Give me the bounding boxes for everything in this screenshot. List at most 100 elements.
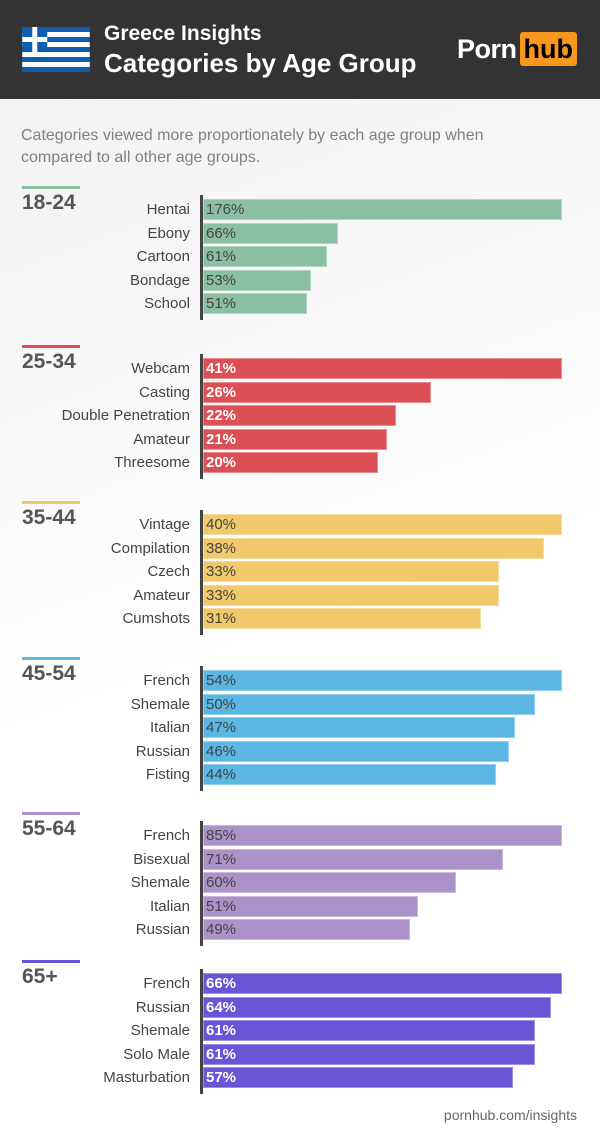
category-label: Ebony	[147, 224, 190, 242]
bar-row: Russian 49%	[0, 919, 600, 940]
bar	[203, 514, 562, 535]
category-label: Masturbation	[103, 1069, 190, 1086]
bar-row: Czech 33%	[0, 561, 600, 582]
category-label: Threesome	[114, 454, 190, 471]
value-label: 50%	[206, 695, 237, 713]
bar	[203, 584, 500, 606]
bar-row: Italian 47%	[0, 717, 600, 738]
bar	[203, 405, 396, 426]
category-label: Italian	[149, 719, 190, 736]
category-label: Webcam	[131, 360, 190, 377]
value-label: 61%	[206, 1045, 237, 1063]
bar-row: Hentai 176%	[0, 199, 600, 220]
value-label: 64%	[206, 998, 237, 1016]
category-label: Cartoon	[136, 248, 190, 265]
value-label: 51%	[206, 897, 237, 915]
bar	[203, 973, 562, 994]
bar	[203, 670, 562, 691]
bar	[203, 919, 410, 940]
value-label: 49%	[206, 921, 237, 938]
category-label: Russian	[135, 998, 190, 1016]
bar-row: Russian 46%	[0, 740, 600, 762]
category-label: Bisexual	[133, 850, 190, 868]
category-label: Shemale	[130, 695, 190, 713]
pornhub-logo: Porn hub	[457, 32, 577, 66]
bar-row: Amateur 33%	[0, 584, 600, 606]
axis-line	[200, 969, 203, 1094]
bar-row: Threesome 20%	[0, 452, 600, 473]
bar-row: Shemale 50%	[0, 693, 600, 715]
category-label: Russian	[135, 921, 190, 938]
bar	[203, 1043, 535, 1065]
axis-line	[200, 666, 203, 791]
value-label: 38%	[206, 539, 237, 557]
value-label: 47%	[206, 719, 237, 736]
category-label: Bondage	[129, 271, 190, 289]
category-label: Hentai	[146, 201, 190, 218]
bar-row: Cumshots 31%	[0, 608, 600, 629]
category-label: Amateur	[133, 430, 190, 448]
bar-row: Ebony 66%	[0, 222, 600, 244]
group-accent-line	[22, 186, 80, 189]
bar	[203, 358, 562, 379]
bar-row: Italian 51%	[0, 895, 600, 917]
category-label: French	[143, 827, 190, 844]
category-label: Fisting	[145, 766, 190, 783]
header-subtitle: Categories by Age Group	[104, 48, 417, 78]
value-label: 33%	[206, 586, 237, 604]
bar	[203, 996, 552, 1018]
value-label: 44%	[206, 766, 237, 783]
category-label: Cumshots	[122, 610, 190, 627]
bar-row: Webcam 41%	[0, 358, 600, 379]
footer-url: pornhub.com/insights	[443, 1107, 577, 1123]
value-label: 31%	[206, 610, 237, 627]
value-label: 40%	[206, 516, 237, 533]
bar	[203, 740, 509, 762]
category-label: Shemale	[130, 874, 190, 891]
bar-row: Bisexual 71%	[0, 848, 600, 870]
bar	[203, 537, 545, 559]
age-group-45-54: 45-54 French 54% Shemale 50% Italian 47% Russia…	[0, 657, 600, 797]
age-group-25-34: 25-34 Webcam 41% Casting 26% Double Penetrati…	[0, 345, 600, 485]
group-accent-line	[22, 657, 80, 660]
group-accent-line	[22, 812, 80, 815]
category-label: Czech	[147, 563, 190, 580]
logo-text-porn: Porn	[457, 33, 517, 64]
value-label: 53%	[206, 271, 237, 289]
age-group-65plus: 65+ French 66% Russian 64% Shemale 61% Solo Mal…	[0, 960, 600, 1100]
value-label: 33%	[206, 563, 237, 580]
bar-row: Fisting 44%	[0, 764, 600, 785]
greece-flag-icon	[22, 27, 90, 72]
value-label: 66%	[206, 224, 237, 242]
value-label: 57%	[206, 1069, 237, 1086]
category-label: Solo Male	[123, 1045, 190, 1063]
bar	[203, 693, 536, 715]
axis-line	[200, 821, 203, 946]
bar	[203, 222, 338, 244]
bar-row: Cartoon 61%	[0, 246, 600, 267]
bar	[203, 1020, 535, 1041]
group-label: 18-24	[22, 191, 76, 214]
category-label: Amateur	[133, 586, 190, 604]
bar	[203, 381, 431, 403]
category-label: French	[143, 672, 190, 689]
group-label: 35-44	[22, 506, 76, 529]
bar-row: Compilation 38%	[0, 537, 600, 559]
value-label: 21%	[206, 430, 237, 448]
bar	[203, 199, 562, 220]
bar-row: Casting 26%	[0, 381, 600, 403]
category-label: School	[144, 295, 190, 312]
group-accent-line	[22, 501, 80, 504]
value-label: 71%	[206, 850, 237, 868]
bar-row: Bondage 53%	[0, 269, 600, 291]
category-label: Double Penetration	[61, 407, 190, 424]
bar-row: French 66%	[0, 973, 600, 994]
value-label: 51%	[206, 295, 237, 312]
bar	[203, 269, 312, 291]
bar	[203, 825, 562, 846]
bar	[203, 848, 503, 870]
bar	[203, 1067, 514, 1088]
bar	[203, 452, 379, 473]
value-label: 176%	[206, 201, 245, 218]
header: Greece Insights Categories by Age Group …	[0, 0, 600, 99]
